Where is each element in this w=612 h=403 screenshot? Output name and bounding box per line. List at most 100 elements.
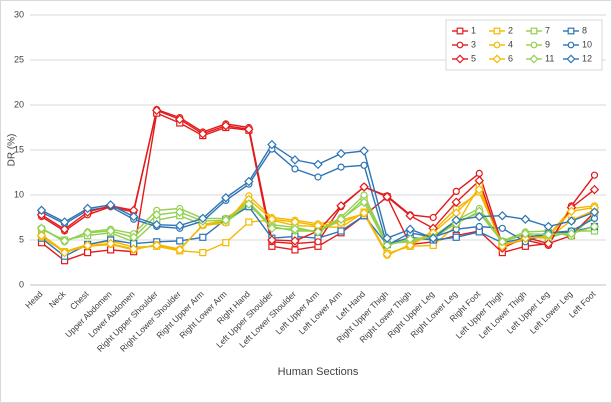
marker	[151, 219, 162, 230]
y-tick-label: 30	[14, 9, 24, 19]
marker	[405, 210, 415, 221]
marker	[566, 228, 577, 239]
marker	[429, 213, 437, 222]
legend-label: 7	[545, 25, 550, 35]
marker	[382, 192, 392, 202]
marker	[405, 224, 415, 234]
marker	[359, 182, 369, 192]
legend-label: 12	[582, 53, 592, 63]
legend-label: 10	[582, 39, 592, 49]
marker	[530, 27, 538, 35]
marker	[543, 221, 554, 232]
marker	[589, 221, 600, 232]
marker	[36, 223, 47, 234]
marker	[474, 211, 485, 222]
marker	[151, 210, 162, 220]
marker	[337, 163, 345, 171]
marker	[59, 217, 70, 227]
y-tick-label: 20	[14, 99, 24, 109]
marker	[199, 233, 207, 241]
marker	[360, 161, 368, 169]
marker	[590, 171, 599, 179]
marker	[36, 205, 47, 216]
marker	[313, 159, 323, 170]
marker	[128, 232, 139, 243]
marker	[267, 223, 277, 234]
legend-label: 1	[471, 25, 476, 35]
marker	[529, 54, 539, 64]
marker	[359, 197, 369, 207]
marker	[451, 215, 461, 225]
marker	[267, 139, 277, 150]
marker	[314, 238, 322, 246]
marker	[175, 245, 185, 255]
marker	[290, 224, 300, 234]
marker	[474, 175, 485, 186]
marker	[336, 214, 346, 225]
marker	[244, 124, 254, 135]
marker	[589, 207, 600, 217]
marker	[199, 249, 207, 257]
legend-label: 6	[508, 53, 513, 63]
marker	[359, 146, 369, 156]
marker	[452, 233, 460, 241]
marker	[175, 207, 185, 217]
marker	[543, 238, 554, 249]
legend-label: 9	[545, 39, 550, 49]
marker	[497, 210, 508, 221]
legend-label: 5	[471, 53, 476, 63]
marker	[313, 227, 323, 237]
marker	[59, 236, 70, 246]
marker	[105, 238, 116, 249]
marker	[291, 165, 299, 173]
marker	[567, 27, 575, 35]
marker	[175, 114, 185, 125]
marker	[492, 54, 502, 64]
marker	[452, 187, 460, 195]
marker	[405, 234, 415, 244]
marker	[267, 235, 277, 245]
marker	[530, 41, 538, 49]
marker	[566, 216, 577, 226]
y-tick-label: 5	[19, 234, 24, 244]
marker	[520, 228, 531, 239]
marker	[451, 197, 461, 207]
legend-label: 8	[582, 25, 587, 35]
marker	[336, 201, 346, 211]
marker	[455, 54, 465, 64]
legend-label: 2	[508, 25, 513, 35]
legend: 1 2 7 83 4 9 105 6 11 12	[445, 19, 603, 71]
marker	[221, 192, 231, 203]
marker	[456, 27, 464, 35]
marker	[493, 27, 501, 35]
marker	[176, 237, 184, 245]
marker	[59, 224, 70, 234]
marker	[221, 215, 231, 225]
marker	[59, 247, 70, 258]
marker	[82, 240, 93, 251]
x-axis-title: Human Sections	[278, 366, 359, 378]
marker	[456, 41, 464, 49]
legend-label: 3	[471, 39, 476, 49]
y-tick-label: 15	[14, 144, 24, 154]
marker	[128, 244, 139, 254]
marker	[337, 227, 345, 235]
marker	[151, 240, 162, 251]
marker	[151, 105, 162, 116]
marker	[475, 222, 483, 231]
marker	[543, 229, 554, 240]
marker	[128, 211, 139, 222]
y-tick-label: 25	[14, 54, 24, 64]
marker	[222, 239, 230, 247]
marker	[566, 206, 577, 216]
marker	[221, 120, 231, 131]
marker	[105, 226, 116, 236]
legend-label: 4	[508, 39, 513, 49]
legend-label: 11	[545, 53, 554, 63]
y-tick-label: 0	[19, 279, 24, 289]
marker	[291, 246, 299, 254]
marker	[244, 176, 254, 187]
marker	[567, 41, 575, 49]
marker	[290, 236, 300, 246]
marker	[405, 240, 415, 251]
